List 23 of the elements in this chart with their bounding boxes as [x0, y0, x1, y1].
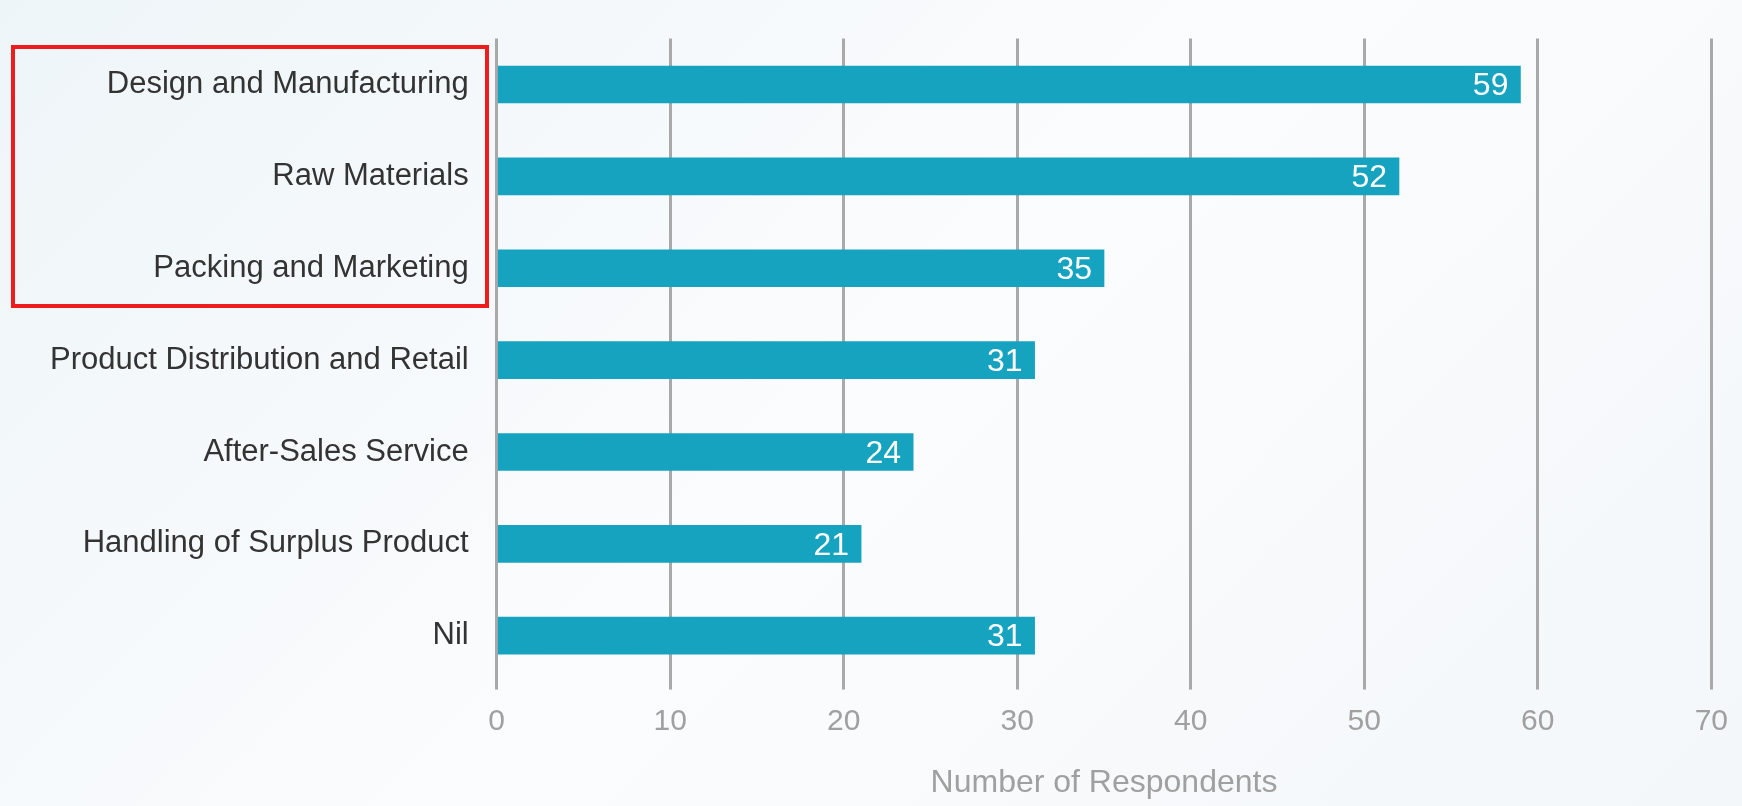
- y-tick-label: Nil: [432, 616, 469, 652]
- y-tick-label: Product Distribution and Retail: [49, 340, 469, 376]
- y-tick-label: Design and Manufacturing: [106, 65, 469, 101]
- x-axis-title: Number of Respondents: [930, 762, 1278, 799]
- data-label: 24: [865, 433, 902, 470]
- x-tick-label: 50: [1347, 702, 1381, 736]
- x-tick-label: 70: [1694, 702, 1728, 736]
- data-label: 59: [1472, 66, 1509, 103]
- x-tick-label: 60: [1521, 702, 1555, 736]
- data-label: 31: [987, 341, 1023, 378]
- x-tick-label: 30: [1000, 702, 1034, 736]
- y-tick-label: Raw Materials: [272, 156, 469, 192]
- y-tick-label: After-Sales Service: [203, 432, 469, 468]
- x-tick-label: 0: [488, 702, 506, 736]
- x-tick-label: 20: [827, 702, 861, 736]
- data-label: 31: [987, 617, 1023, 654]
- data-label: 35: [1056, 250, 1093, 287]
- data-label: 21: [813, 525, 850, 562]
- y-tick-label: Handling of Surplus Product: [82, 524, 470, 560]
- data-label: 52: [1351, 158, 1387, 195]
- y-tick-label: Packing and Marketing: [153, 248, 469, 284]
- x-tick-label: 10: [653, 702, 687, 736]
- x-tick-label: 40: [1174, 702, 1208, 736]
